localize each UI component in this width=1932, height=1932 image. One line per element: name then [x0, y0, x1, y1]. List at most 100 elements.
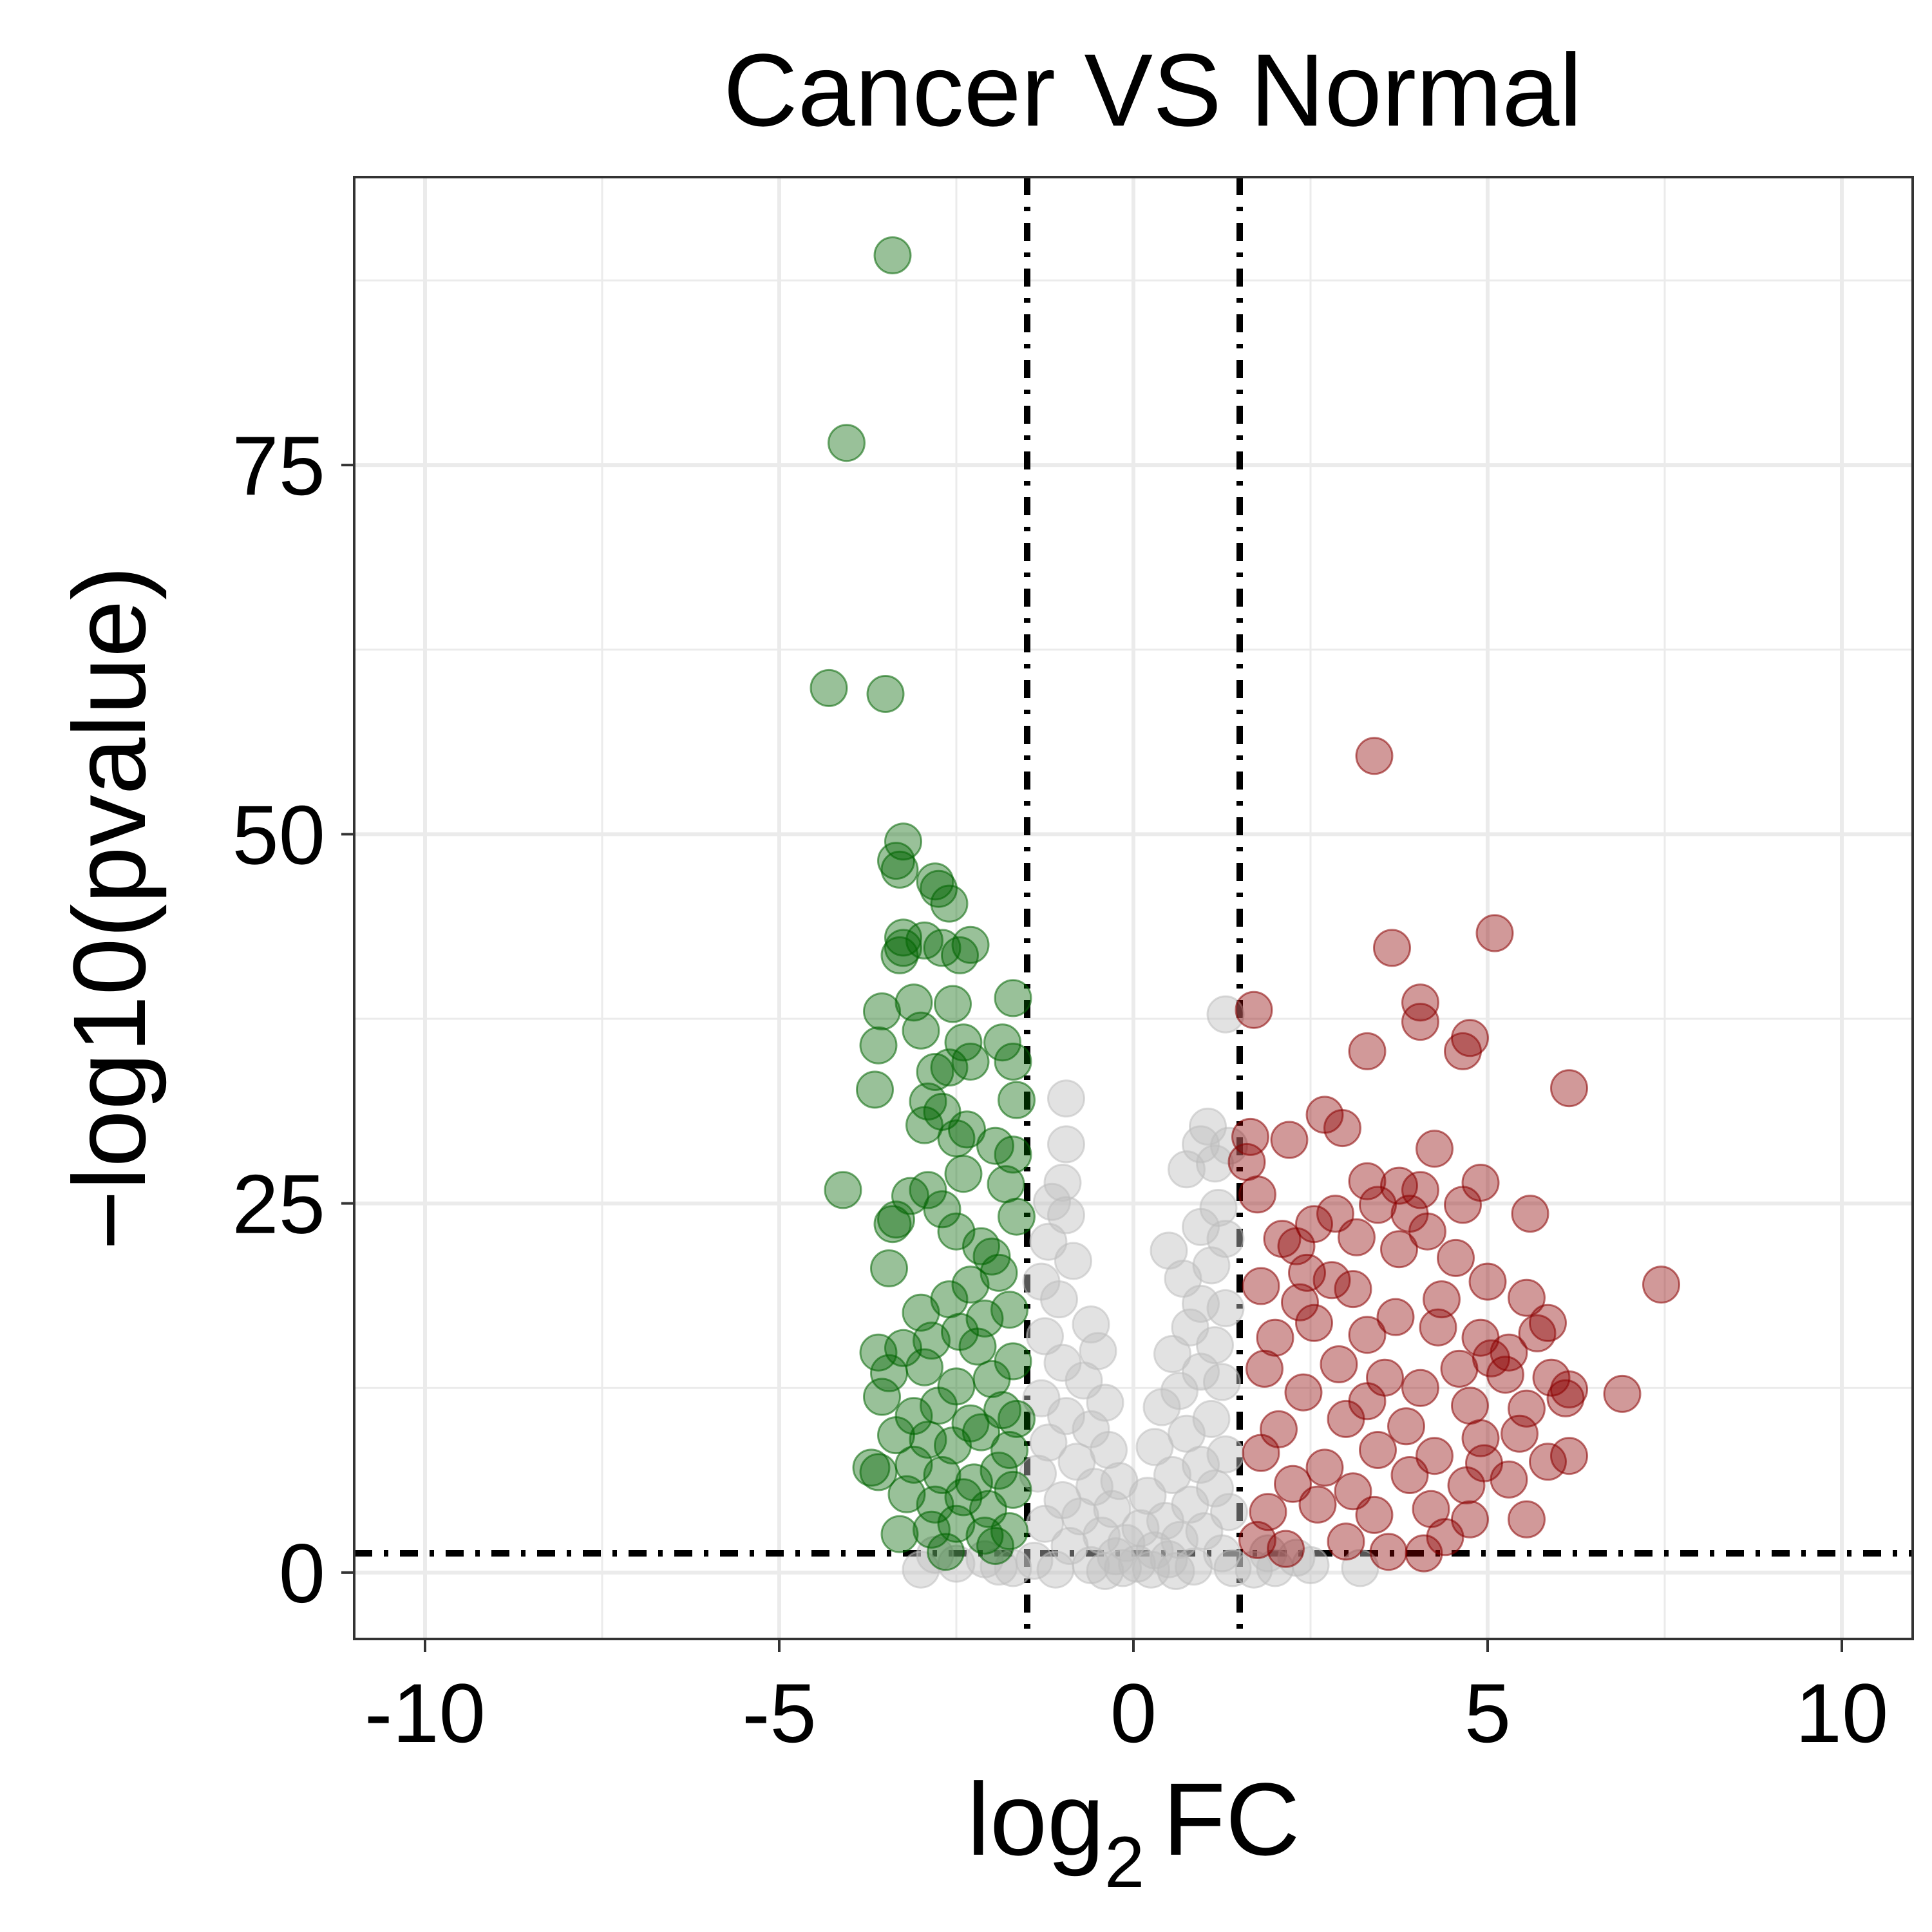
down-point — [877, 1416, 915, 1455]
up-point — [1235, 990, 1273, 1029]
up-point — [1508, 1500, 1546, 1539]
not_significant-point — [1157, 1552, 1195, 1590]
down-point — [976, 1126, 1014, 1165]
down-point — [990, 1512, 1028, 1551]
down-point — [905, 1106, 943, 1144]
down-point — [856, 1070, 894, 1109]
up-point — [1546, 1379, 1585, 1417]
y-tick-label: 75 — [232, 419, 325, 513]
up-point — [1447, 1466, 1486, 1504]
down-point — [998, 1197, 1036, 1236]
down-point — [884, 822, 922, 861]
up-point — [1419, 1308, 1457, 1347]
down-point — [937, 1504, 976, 1543]
up-point — [1327, 1399, 1365, 1438]
y-tick-label: 25 — [232, 1157, 325, 1251]
x-tick-label: -10 — [365, 1666, 486, 1760]
down-point — [944, 1023, 983, 1062]
up-point — [1348, 1032, 1387, 1070]
down-point — [944, 1155, 983, 1193]
up-point — [1338, 1218, 1376, 1256]
down-point — [863, 992, 901, 1030]
down-point — [877, 1200, 915, 1239]
not_significant-point — [1054, 1242, 1092, 1280]
up-point — [1242, 1434, 1280, 1472]
down-point — [859, 1333, 898, 1372]
not_significant-point — [1182, 1208, 1220, 1246]
up-point — [1316, 1195, 1354, 1233]
down-point — [994, 1342, 1032, 1381]
up-point — [1603, 1374, 1642, 1413]
up-point — [1437, 1238, 1475, 1277]
up-point — [1355, 737, 1394, 775]
down-point — [994, 1043, 1032, 1081]
up-point — [1334, 1472, 1372, 1511]
down-point — [852, 1448, 891, 1487]
x-axis-label: log2 FC — [967, 1761, 1300, 1902]
up-point — [1245, 1349, 1283, 1388]
down-point — [866, 675, 905, 713]
up-point — [1511, 1195, 1549, 1233]
x-tick-label: 0 — [1110, 1666, 1157, 1760]
up-point — [1281, 1283, 1319, 1321]
down-point — [873, 236, 912, 274]
up-point — [1231, 1117, 1269, 1156]
down-point — [994, 1470, 1032, 1509]
up-point — [1256, 1318, 1294, 1357]
not_significant-point — [1182, 1352, 1220, 1391]
up-point — [1529, 1303, 1567, 1342]
up-point — [1242, 1267, 1280, 1305]
down-point — [863, 1378, 901, 1416]
y-axis-label: −log10(pvalue) — [52, 566, 167, 1251]
not_significant-point — [1153, 1335, 1191, 1373]
up-point — [1408, 1212, 1446, 1251]
not_significant-point — [1026, 1317, 1064, 1356]
down-point — [983, 1023, 1021, 1062]
down-point — [937, 1212, 976, 1251]
up-point — [1320, 1345, 1358, 1383]
not_significant-point — [1150, 1540, 1188, 1578]
data-points — [810, 236, 1680, 1590]
up-point — [1461, 1419, 1500, 1457]
down-point — [870, 1249, 908, 1287]
up-point — [1490, 1460, 1528, 1499]
up-point — [1416, 1130, 1454, 1168]
down-point — [990, 1291, 1028, 1329]
not_significant-point — [1107, 1524, 1146, 1562]
down-point — [909, 1421, 947, 1459]
down-point — [916, 1053, 954, 1091]
not_significant-point — [1086, 1552, 1124, 1590]
down-point — [976, 1527, 1014, 1565]
not_significant-point — [1047, 1397, 1085, 1435]
up-point — [1444, 1032, 1482, 1070]
down-point — [962, 1227, 1000, 1265]
up-point — [1401, 1171, 1439, 1209]
not_significant-point — [1033, 1182, 1071, 1221]
down-point — [880, 936, 919, 974]
up-point — [1359, 1186, 1397, 1224]
down-point — [980, 1452, 1018, 1490]
not_significant-point — [1182, 1125, 1220, 1164]
down-point — [934, 1426, 972, 1465]
not_significant-point — [1043, 1164, 1082, 1202]
not_significant-point — [1029, 1423, 1068, 1462]
down-point — [859, 1026, 898, 1065]
not_significant-point — [1213, 1549, 1252, 1587]
down-point — [902, 1011, 940, 1050]
up-point — [1550, 1069, 1588, 1108]
not_significant-point — [1142, 1388, 1181, 1426]
down-point — [941, 936, 979, 974]
up-point — [1238, 1520, 1276, 1559]
up-point — [1401, 1003, 1439, 1041]
down-point — [828, 424, 866, 462]
up-point — [1267, 1530, 1305, 1568]
not_significant-point — [1047, 1079, 1085, 1118]
down-point — [994, 979, 1032, 1018]
down-point — [880, 850, 919, 889]
up-point — [1401, 1368, 1439, 1407]
up-point — [1369, 1533, 1408, 1571]
up-point — [1359, 1431, 1397, 1469]
up-point — [1440, 1349, 1479, 1388]
down-point — [930, 1048, 969, 1087]
